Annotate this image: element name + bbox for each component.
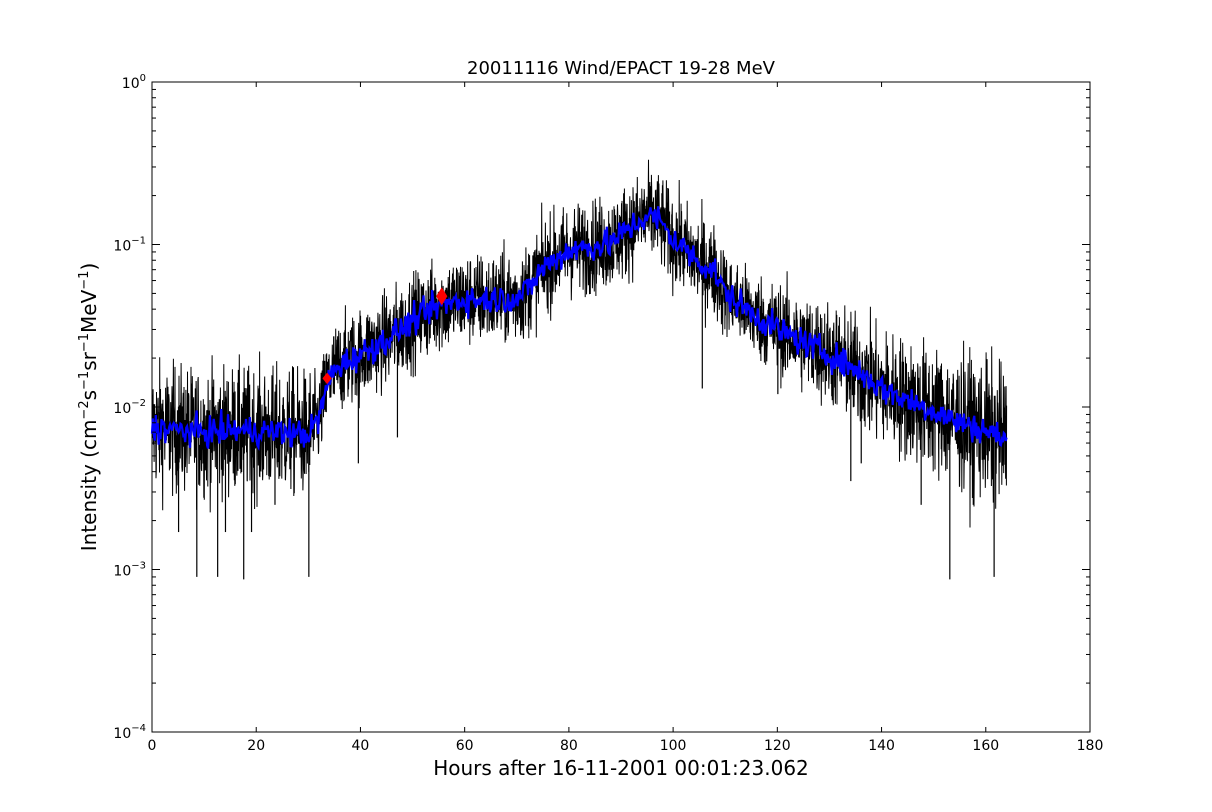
y-label-exp3: −1 <box>77 333 92 352</box>
x-tick-label: 140 <box>868 738 895 754</box>
y-label-prefix: Intensity (cm <box>77 420 101 552</box>
y-label-exp2: −1 <box>77 371 92 390</box>
y-label-exp1: −2 <box>77 400 92 419</box>
y-label-unit4: MeV <box>77 289 101 333</box>
plot-area <box>150 81 1091 733</box>
x-tick-label: 80 <box>560 738 578 754</box>
y-label-unit2: s <box>77 390 101 400</box>
x-axis: 0 20 40 60 80 100 120 140 160 180 <box>148 82 1104 754</box>
y-tick-label: 10−4 <box>113 723 146 742</box>
x-axis-label: Hours after 16-11-2001 00:01:23.062 <box>433 756 809 780</box>
y-tick-label: 100 <box>122 73 146 92</box>
smoothed-series-line <box>150 206 1008 452</box>
raw-series <box>151 159 1008 580</box>
y-label-unit3: sr <box>77 351 101 370</box>
y-tick-label: 10−2 <box>113 398 146 417</box>
x-tick-label: 120 <box>764 738 791 754</box>
chart-title: 20011116 Wind/EPACT 19-28 MeV <box>467 58 776 79</box>
y-tick-label: 10−1 <box>113 236 146 255</box>
event-markers <box>322 287 448 385</box>
y-label-suffix: ) <box>77 263 101 271</box>
x-tick-label: 0 <box>148 738 157 754</box>
smoothed-series <box>150 206 1008 452</box>
x-tick-label: 60 <box>456 738 474 754</box>
y-axis: 10−4 10−3 10−2 10−1 100 <box>113 73 1090 742</box>
x-tick-label: 160 <box>972 738 999 754</box>
x-tick-label: 100 <box>660 738 687 754</box>
event-marker <box>436 287 448 306</box>
event-marker <box>322 372 332 385</box>
x-tick-label: 40 <box>352 738 370 754</box>
raw-series-line <box>151 159 1008 528</box>
y-label-exp4: −1 <box>77 271 92 290</box>
y-tick-label: 10−3 <box>113 561 146 580</box>
y-axis-label: Intensity (cm−2s−1sr−1MeV−1) <box>77 263 101 552</box>
x-tick-label: 180 <box>1077 738 1104 754</box>
x-tick-label: 20 <box>247 738 265 754</box>
